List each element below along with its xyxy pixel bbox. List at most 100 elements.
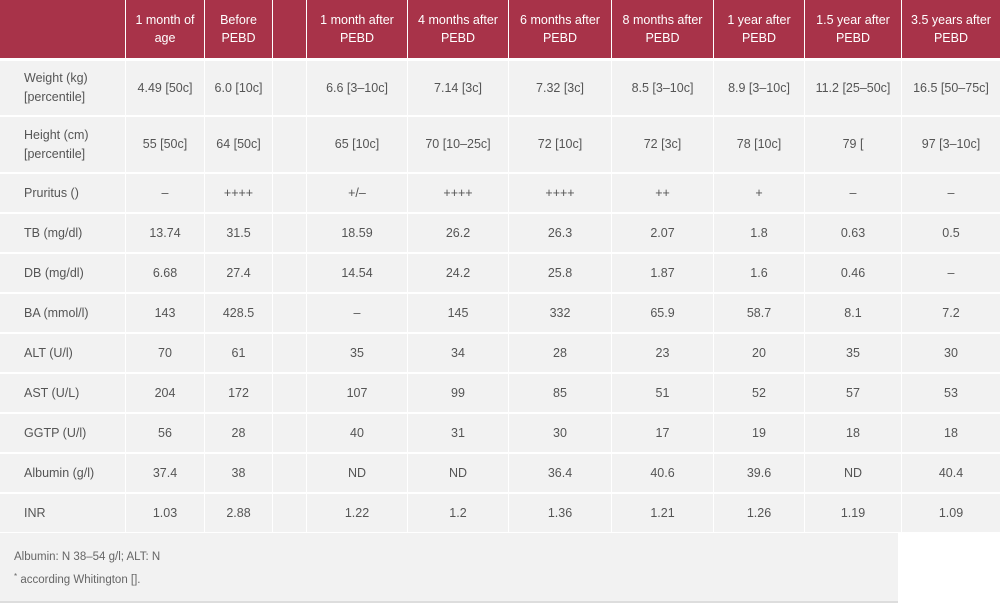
table-cell: 38 xyxy=(205,452,273,492)
column-header: 1 month after PEBD xyxy=(307,0,408,58)
table-cell: 1.8 xyxy=(714,212,805,252)
table-cell: 143 xyxy=(126,292,205,332)
table-cell: 0.63 xyxy=(805,212,902,252)
row-label: GGTP (U/l) xyxy=(0,412,126,452)
table-cell: 37.4 xyxy=(126,452,205,492)
table-cell xyxy=(273,332,307,372)
table-cell: 35 xyxy=(805,332,902,372)
lab-values-table: 1 month of age Before PEBD 1 month after… xyxy=(0,0,1000,532)
footnote-line-2: * according Whitington []. xyxy=(14,567,898,590)
table-cell: ND xyxy=(307,452,408,492)
table-cell: 72 [3c] xyxy=(612,115,714,172)
table-cell: 72 [10c] xyxy=(509,115,612,172)
footnote-text: according Whitington []. xyxy=(17,574,141,586)
table-cell: 70 xyxy=(126,332,205,372)
table-row: AST (U/L) 204 172 107 99 85 51 52 57 53 xyxy=(0,372,1000,412)
table-cell: 70 [10–25c] xyxy=(408,115,509,172)
table-cell: 19 xyxy=(714,412,805,452)
table-row: Albumin (g/l) 37.4 38 ND ND 36.4 40.6 39.6 ND 40.… xyxy=(0,452,1000,492)
row-label: INR xyxy=(0,492,126,532)
table-cell xyxy=(273,212,307,252)
table-cell: 36.4 xyxy=(509,452,612,492)
row-label: AST (U/L) xyxy=(0,372,126,412)
table-cell: 40 xyxy=(307,412,408,452)
table-cell: 11.2 [25–50c] xyxy=(805,58,902,115)
table-cell: 65.9 xyxy=(612,292,714,332)
table-cell: 428.5 xyxy=(205,292,273,332)
table-cell: 17 xyxy=(612,412,714,452)
footnote-divider xyxy=(0,601,898,603)
column-header xyxy=(0,0,126,58)
table-cell xyxy=(273,412,307,452)
row-label: ALT (U/l) xyxy=(0,332,126,372)
table-cell: 18 xyxy=(805,412,902,452)
table-cell xyxy=(273,252,307,292)
table-cell: 6.68 xyxy=(126,252,205,292)
table-cell: – xyxy=(805,172,902,212)
table-cell: ++++ xyxy=(408,172,509,212)
row-label: BA (mmol/l) xyxy=(0,292,126,332)
table-cell: 1.19 xyxy=(805,492,902,532)
column-header: 4 months after PEBD xyxy=(408,0,509,58)
table-cell: 26.2 xyxy=(408,212,509,252)
column-header: 6 months after PEBD xyxy=(509,0,612,58)
footnote-line-1: Albumin: N 38–54 g/l; ALT: N xyxy=(14,551,161,563)
table-cell: 35 xyxy=(307,332,408,372)
table-cell xyxy=(273,292,307,332)
table-cell: 99 xyxy=(408,372,509,412)
table-cell: 30 xyxy=(509,412,612,452)
table-cell: 61 xyxy=(205,332,273,372)
table-cell: 31 xyxy=(408,412,509,452)
table-cell: 55 [50c] xyxy=(126,115,205,172)
table-cell: ++++ xyxy=(205,172,273,212)
row-label: TB (mg/dl) xyxy=(0,212,126,252)
column-header: 8 months after PEBD xyxy=(612,0,714,58)
column-header: 3.5 years after PEBD xyxy=(902,0,1000,58)
table-cell: 40.6 xyxy=(612,452,714,492)
table-cell xyxy=(273,172,307,212)
table-cell: ++++ xyxy=(509,172,612,212)
table-row: INR 1.03 2.88 1.22 1.2 1.36 1.21 1.26 1.19 1.09 xyxy=(0,492,1000,532)
table-cell: 64 [50c] xyxy=(205,115,273,172)
table-cell: 30 xyxy=(902,332,1000,372)
table-cell: 31.5 xyxy=(205,212,273,252)
table-cell: 2.07 xyxy=(612,212,714,252)
row-label: DB (mg/dl) xyxy=(0,252,126,292)
table-cell: 51 xyxy=(612,372,714,412)
table-cell: 53 xyxy=(902,372,1000,412)
table-cell: 107 xyxy=(307,372,408,412)
row-label: Albumin (g/l) xyxy=(0,452,126,492)
table-cell: 24.2 xyxy=(408,252,509,292)
column-header: 1 year after PEBD xyxy=(714,0,805,58)
table-cell: 13.74 xyxy=(126,212,205,252)
table-cell: 7.2 xyxy=(902,292,1000,332)
table-cell: 204 xyxy=(126,372,205,412)
table-cell xyxy=(273,492,307,532)
table-row: DB (mg/dl) 6.68 27.4 14.54 24.2 25.8 1.87 1.6 0.… xyxy=(0,252,1000,292)
table-cell: 85 xyxy=(509,372,612,412)
table-cell: 8.1 xyxy=(805,292,902,332)
table-cell: 1.26 xyxy=(714,492,805,532)
table-row: Pruritus () – ++++ +/– ++++ ++++ ++ + – – xyxy=(0,172,1000,212)
table-cell: 8.5 [3–10c] xyxy=(612,58,714,115)
table-footnote: Albumin: N 38–54 g/l; ALT: N * according… xyxy=(0,533,898,601)
table-body: Weight (kg) [percentile] 4.49 [50c] 6.0 [1… xyxy=(0,58,1000,532)
table-cell: 1.03 xyxy=(126,492,205,532)
row-label: Pruritus () xyxy=(0,172,126,212)
table-cell: ++ xyxy=(612,172,714,212)
table-row: Weight (kg) [percentile] 4.49 [50c] 6.0 [1… xyxy=(0,58,1000,115)
table-cell: 20 xyxy=(714,332,805,372)
table-cell: 28 xyxy=(509,332,612,372)
table-cell: 332 xyxy=(509,292,612,332)
table-cell: 1.21 xyxy=(612,492,714,532)
table-cell: 79 [ xyxy=(805,115,902,172)
header-row: 1 month of age Before PEBD 1 month after… xyxy=(0,0,1000,58)
table-cell: 1.36 xyxy=(509,492,612,532)
table-cell: 16.5 [50–75c] xyxy=(902,58,1000,115)
table-cell: 39.6 xyxy=(714,452,805,492)
table-row: BA (mmol/l) 143 428.5–145 332 65.9 58.7 8.1 7.2 xyxy=(0,292,1000,332)
table-cell: 6.0 [10c] xyxy=(205,58,273,115)
row-label: Weight (kg) [percentile] xyxy=(0,58,126,115)
table-row: ALT (U/l) 70 61 35 34 28 23 20 35 30 xyxy=(0,332,1000,372)
table-row: TB (mg/dl) 13.74 31.5 18.59 26.2 26.3 2.07 1.8 0… xyxy=(0,212,1000,252)
